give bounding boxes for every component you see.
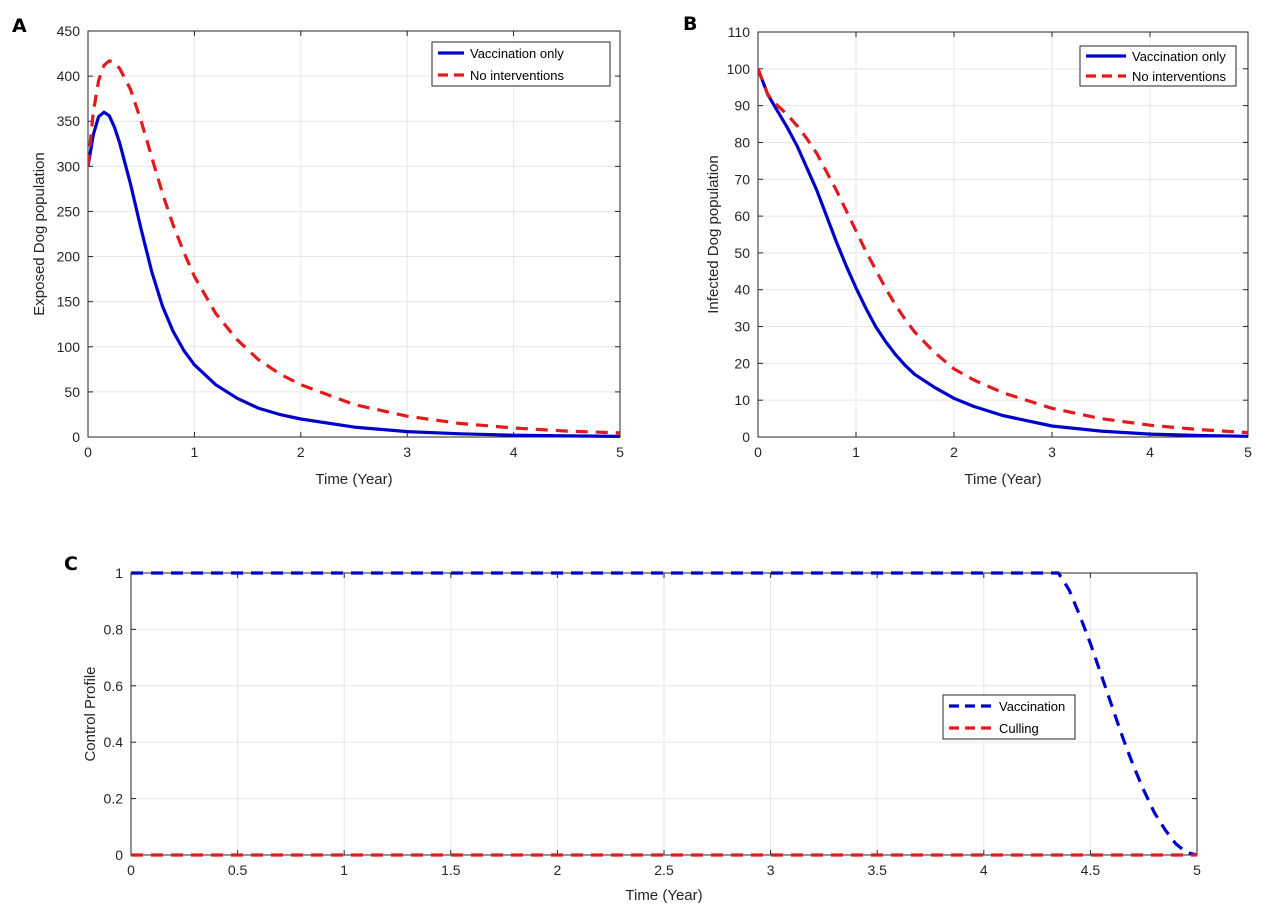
x-tick-label-c-3: 1.5	[441, 862, 461, 878]
panel-letter-c: C	[64, 553, 78, 575]
y-tick-label-b-10: 100	[727, 61, 751, 77]
legend-c: Vaccination Culling	[942, 694, 1076, 740]
x-tick-label-a-0: 0	[84, 444, 92, 460]
x-axis-label-a: Time (Year)	[315, 471, 392, 488]
x-tick-label-b-4: 4	[1146, 444, 1154, 460]
legend-label-b-0: Vaccination only	[1132, 49, 1226, 64]
x-tick-label-a-1: 1	[191, 444, 199, 460]
x-tick-label-b-5: 5	[1244, 444, 1252, 460]
y-tick-label-b-2: 20	[734, 355, 750, 371]
series-line-a-0	[88, 110, 620, 438]
y-tick-label-a-2: 100	[57, 339, 81, 355]
legend-label-a-0: Vaccination only	[470, 46, 564, 61]
y-axis-label-b: Infected Dog population	[705, 155, 722, 313]
legend-label-c-0: Vaccination	[999, 699, 1065, 714]
x-tick-label-c-1: 0.5	[228, 862, 248, 878]
y-tick-label-a-0: 0	[72, 429, 80, 445]
axes-frame-a	[87, 30, 621, 438]
y-tick-label-b-6: 60	[734, 208, 750, 224]
panel-c: C 0 0.5 1 1.5 2 2.5 3 3.5 4 4.5 5 0 0.2 0.4 0.6 0.8 1 Time…	[64, 553, 1201, 904]
y-tick-label-c-4: 0.8	[104, 621, 124, 637]
x-tick-label-c-5: 2.5	[654, 862, 674, 878]
y-tick-label-a-3: 150	[57, 294, 81, 310]
x-axis-label-c: Time (Year)	[625, 887, 702, 904]
plot-area-b	[758, 32, 1248, 437]
x-tick-label-c-10: 5	[1193, 862, 1201, 878]
y-axis-label-c: Control Profile	[82, 666, 99, 761]
x-tick-label-a-2: 2	[297, 444, 305, 460]
y-tick-label-a-5: 250	[57, 203, 81, 219]
y-tick-label-c-3: 0.6	[104, 678, 124, 694]
x-tick-label-a-5: 5	[616, 444, 624, 460]
x-tick-label-c-8: 4	[980, 862, 988, 878]
y-tick-label-c-2: 0.4	[104, 734, 124, 750]
x-tick-label-c-2: 1	[340, 862, 348, 878]
plot-area-a	[88, 31, 620, 437]
axes-frame-b	[757, 31, 1249, 438]
y-tick-label-a-6: 300	[57, 158, 81, 174]
x-tick-label-b-0: 0	[754, 444, 762, 460]
y-tick-label-b-1: 10	[734, 392, 750, 408]
x-tick-label-b-3: 3	[1048, 444, 1056, 460]
y-tick-label-a-4: 200	[57, 249, 81, 265]
y-tick-label-b-11: 110	[728, 24, 751, 40]
legend-box-b	[1079, 45, 1237, 87]
series-line-b-0	[758, 68, 1248, 438]
x-tick-label-a-3: 3	[403, 444, 411, 460]
y-tick-label-b-5: 50	[734, 245, 750, 261]
legend-box-c	[942, 694, 1076, 740]
y-tick-label-b-8: 80	[734, 134, 750, 150]
legend-b: Vaccination only No interventions	[1079, 45, 1237, 87]
y-tick-label-a-9: 450	[57, 23, 81, 39]
y-tick-label-b-7: 70	[734, 171, 750, 187]
series-line-b-1	[758, 68, 1248, 435]
y-tick-label-a-7: 350	[57, 113, 81, 129]
x-tick-label-c-9: 4.5	[1081, 862, 1101, 878]
legend-a: Vaccination only No interventions	[431, 41, 611, 87]
x-tick-label-c-6: 3	[767, 862, 775, 878]
y-tick-label-c-0: 0	[115, 847, 123, 863]
y-tick-label-b-9: 90	[734, 98, 750, 114]
panel-letter-b: B	[683, 13, 697, 35]
x-tick-label-b-1: 1	[852, 444, 860, 460]
y-tick-label-a-1: 50	[64, 384, 80, 400]
y-tick-label-b-4: 40	[734, 282, 750, 298]
x-tick-label-c-4: 2	[554, 862, 562, 878]
y-tick-label-a-8: 400	[57, 68, 81, 84]
x-tick-label-c-7: 3.5	[867, 862, 887, 878]
y-tick-label-b-0: 0	[742, 429, 750, 445]
legend-label-c-1: Culling	[999, 721, 1039, 736]
panel-letter-a: A	[12, 15, 27, 37]
y-tick-label-c-1: 0.2	[104, 791, 124, 807]
y-tick-label-b-3: 30	[734, 319, 750, 335]
legend-label-b-1: No interventions	[1132, 69, 1226, 84]
y-tick-label-c-5: 1	[115, 565, 123, 581]
legend-label-a-1: No interventions	[470, 68, 564, 83]
x-tick-label-a-4: 4	[510, 444, 518, 460]
legend-box-a	[431, 41, 611, 87]
y-axis-label-a: Exposed Dog population	[31, 152, 48, 315]
x-tick-label-b-2: 2	[950, 444, 958, 460]
x-axis-label-b: Time (Year)	[964, 471, 1041, 488]
series-line-c-0	[131, 571, 1197, 857]
series-line-a-1	[88, 59, 620, 435]
x-tick-label-c-0: 0	[127, 862, 135, 878]
